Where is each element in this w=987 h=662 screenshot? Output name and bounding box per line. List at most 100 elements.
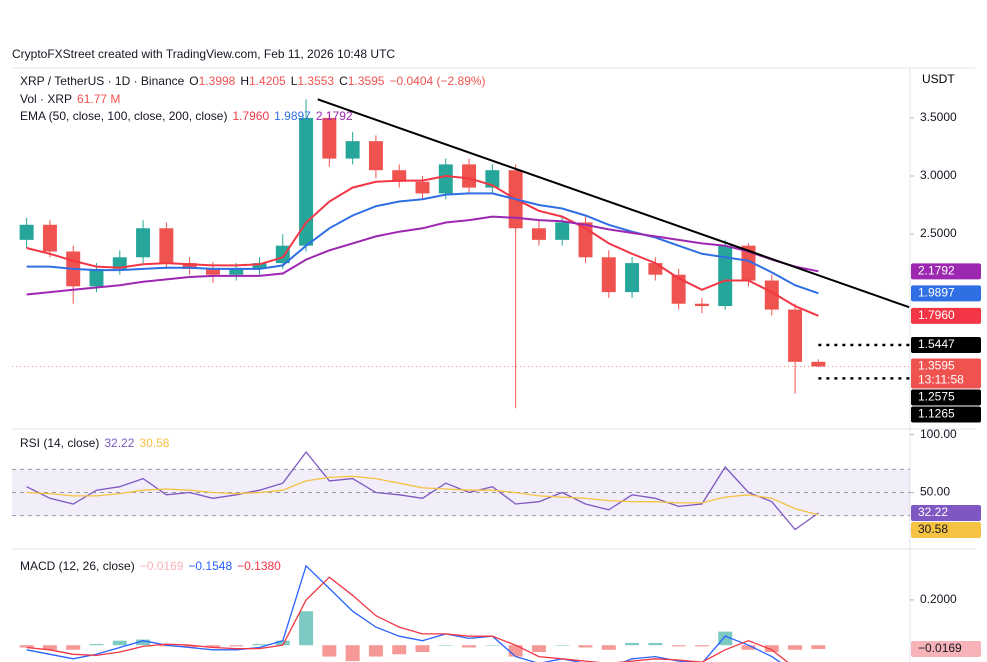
histogram-bar (66, 645, 81, 650)
symbol-legend: XRP / TetherUS · 1D · Binance O1.3998 H1.4… (20, 74, 491, 88)
price-tag-label: 13:11:58 (918, 373, 964, 387)
rsi-legend: RSI (14, close) 32.22 30.58 (20, 436, 174, 450)
candle-body (112, 257, 127, 269)
histogram-bar (368, 645, 383, 657)
y-tick-label: 3.5000 (920, 110, 957, 124)
histogram-bar (252, 644, 267, 646)
volume-value: 61.77 M (77, 92, 121, 106)
candle-body (229, 268, 244, 275)
histogram-value: −0.0169 (139, 559, 184, 573)
ohlc-value: 1.3998 (198, 74, 236, 88)
price-tag (911, 522, 981, 539)
candle-body (89, 268, 104, 287)
candle-body (136, 228, 151, 258)
candle-body (42, 224, 57, 252)
histogram-bar (555, 645, 570, 646)
candle-body (345, 141, 360, 159)
histogram-bar (136, 639, 151, 646)
price-axis: USDT 3.5000 3.0000 2.5000 2.1792 1.9897 1.796… (910, 72, 981, 658)
y-tick-label: 3.0000 (920, 168, 957, 182)
ema-value: 1.9897 (274, 109, 311, 123)
candle-body (741, 245, 756, 281)
y-tick-label: 2.5000 (920, 226, 957, 240)
ohlc-letter: L (290, 74, 298, 88)
histogram-bar (89, 644, 104, 646)
rsi-value: 30.58 (139, 436, 170, 450)
price-tag-label: 32.22 (918, 505, 948, 519)
y-tick-label: 100.00 (920, 427, 957, 441)
histogram-bar (485, 645, 500, 646)
candle-body (462, 164, 477, 188)
histogram-bar (764, 645, 779, 653)
price-tag (911, 263, 981, 280)
histogram-bar (322, 645, 337, 657)
candle-body (159, 228, 174, 264)
currency-label: USDT (922, 72, 955, 86)
histogram-bar (462, 645, 477, 648)
volume-legend: Vol · XRP 61.77 M (20, 92, 125, 106)
price-tag (911, 641, 981, 658)
ema-legend: EMA (50, close, 100, close, 200, close) 1… (20, 109, 358, 123)
header-title: CryptoFXStreet created with TradingView.… (12, 47, 396, 61)
price-tag (911, 285, 981, 302)
price-tag-label: 1.1265 (918, 407, 955, 421)
trend-line (317, 98, 910, 309)
candle-body (182, 263, 197, 269)
candle-body (764, 280, 779, 310)
macd-legend: MACD (12, 26, close) −0.0169 −0.1548 −0.138… (20, 559, 286, 573)
price-tag-label: 1.7960 (918, 308, 955, 322)
histogram-bar (438, 645, 453, 646)
candle-body (415, 181, 430, 194)
ohlc-value: 1.3553 (297, 74, 335, 88)
price-tag-label: 30.58 (918, 522, 948, 536)
ema-line (26, 215, 819, 296)
macd-value: −0.1548 (188, 559, 233, 573)
candle-body (718, 245, 733, 307)
volume-name: Vol · XRP (20, 92, 73, 106)
candle-body (601, 257, 616, 293)
candle-body (788, 309, 803, 362)
histogram-bar (531, 645, 546, 653)
candle-body (322, 117, 337, 159)
histogram-bar (578, 645, 593, 648)
candle-body (625, 263, 640, 293)
ohlc-letter: H (240, 74, 250, 88)
price-tag-label: 1.3595 (918, 359, 955, 373)
candle-body (694, 303, 709, 307)
histogram-bar (508, 645, 523, 657)
histogram-bar (648, 642, 663, 646)
histogram-bar (19, 645, 34, 648)
y-tick-label: 0.2000 (920, 592, 957, 606)
histogram-bar (718, 631, 733, 646)
change: −0.0404 (−2.89%) (389, 74, 486, 88)
histogram-bar (229, 645, 244, 647)
ema-line (26, 192, 819, 295)
price-pane (12, 98, 910, 409)
candle-body (671, 274, 686, 304)
candle-body (252, 263, 267, 269)
rsi-pane (12, 450, 910, 531)
candle-body (299, 117, 314, 246)
price-tag-label: −0.0169 (918, 641, 962, 655)
rsi-line (26, 475, 819, 516)
ohlc-letter: O (189, 74, 199, 88)
macd-line (26, 576, 789, 662)
price-tag (911, 389, 981, 406)
ema-line (26, 174, 819, 317)
y-tick-label: 50.00 (920, 485, 950, 499)
candle-body (811, 361, 826, 367)
macd-pane (19, 564, 826, 662)
histogram-bar (788, 645, 803, 650)
histogram-bar (205, 645, 220, 648)
rsi-value: 32.22 (104, 436, 135, 450)
rsi-title: RSI (14, close) (20, 436, 100, 450)
price-tag (911, 358, 981, 389)
symbol: XRP / TetherUS · 1D · Binance (20, 74, 185, 88)
histogram-bar (112, 640, 127, 646)
candle-body (531, 228, 546, 240)
candle-body (438, 164, 453, 194)
ohlc-value: 1.3595 (347, 74, 385, 88)
ohlc-letter: C (339, 74, 348, 88)
